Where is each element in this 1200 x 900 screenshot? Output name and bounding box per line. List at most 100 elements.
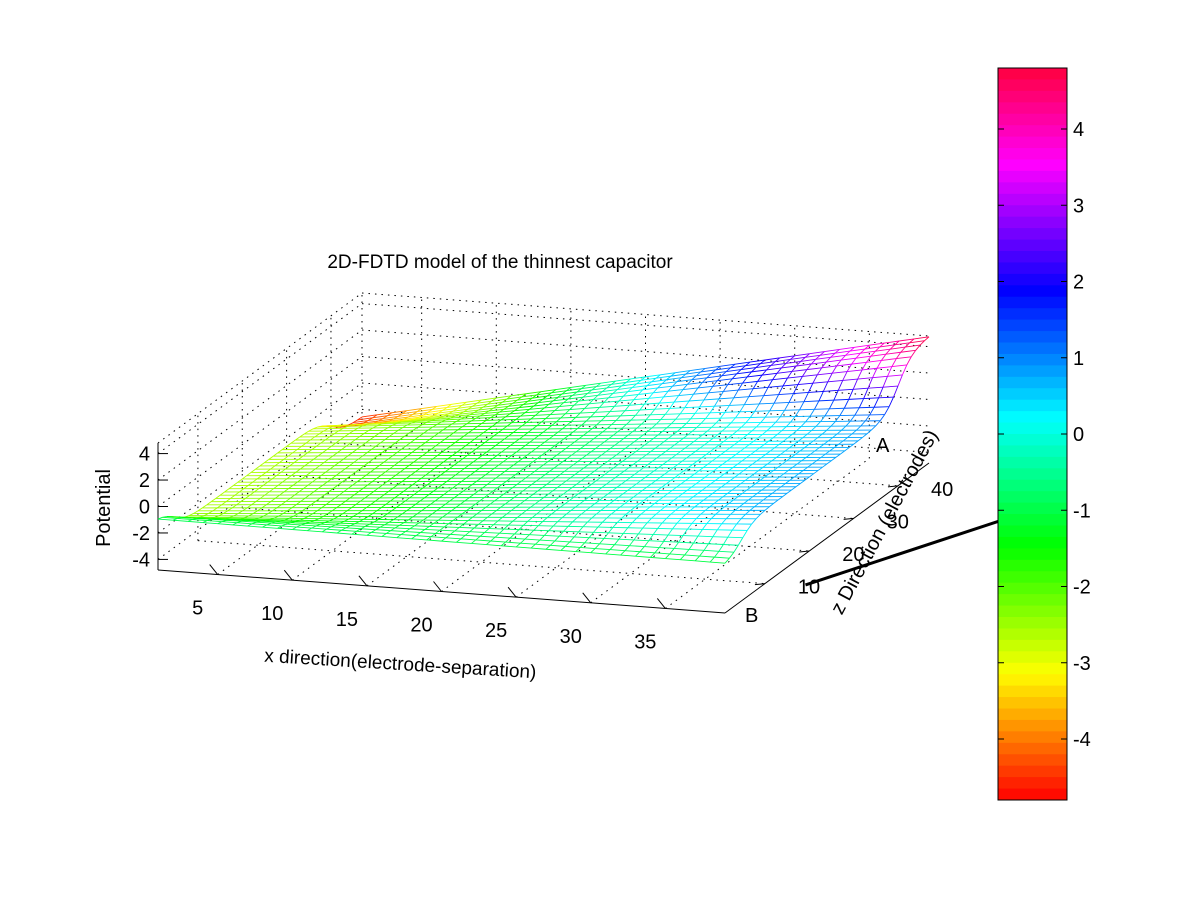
mesh-line [554, 441, 560, 446]
mesh-line [250, 519, 266, 521]
mesh-line [535, 539, 541, 545]
mesh-line [629, 441, 635, 446]
mesh-line [453, 408, 469, 412]
mesh-line [789, 444, 795, 449]
mesh-line [783, 470, 789, 475]
mesh-line [818, 399, 834, 402]
mesh-line [585, 416, 591, 422]
mesh-line [369, 491, 374, 496]
mesh-line [490, 414, 496, 418]
colorbar-band [998, 754, 1067, 767]
mesh-line [601, 483, 607, 488]
mesh-line [389, 432, 395, 437]
grid-line-z-back-wall [361, 303, 930, 348]
mesh-line [427, 513, 433, 518]
mesh-line [820, 352, 836, 356]
mesh-line [347, 452, 353, 457]
mesh-line [768, 470, 774, 475]
mesh-line [500, 503, 506, 508]
mesh-line [774, 444, 780, 449]
mesh-line [428, 458, 434, 463]
mesh-line [328, 487, 334, 492]
mesh-line [691, 483, 697, 488]
mesh-line [277, 481, 283, 486]
electrode-label-b: B [745, 605, 758, 627]
mesh-line [607, 457, 613, 462]
mesh-line [339, 436, 345, 441]
mesh-line [202, 520, 208, 523]
mesh-line [266, 524, 282, 527]
mesh-line [561, 513, 567, 519]
mesh-line [578, 396, 584, 402]
mesh-line [365, 523, 370, 527]
mesh-line [536, 392, 552, 396]
mesh-line [496, 506, 502, 511]
colorbar-tick-label: 2 [1073, 272, 1084, 294]
mesh-line [696, 422, 702, 428]
mesh-line [444, 435, 450, 440]
mesh-line [642, 431, 648, 436]
mesh-line [816, 367, 823, 376]
mesh-line [573, 400, 579, 406]
mesh-line [575, 416, 591, 418]
mesh-line [606, 513, 612, 519]
mesh-line [411, 535, 417, 540]
mesh-line [439, 529, 455, 532]
mesh-line [365, 439, 371, 444]
mesh-line [512, 400, 528, 404]
mesh-line [702, 523, 708, 530]
mesh-line [715, 367, 731, 371]
mesh-line [373, 487, 379, 492]
mesh-line [563, 526, 569, 532]
mesh-line [879, 414, 886, 422]
mesh-line [658, 396, 665, 404]
mesh-line [747, 430, 753, 435]
mesh-line [642, 486, 648, 491]
mesh-line [816, 457, 822, 462]
mesh-line [845, 352, 861, 356]
mesh-line [462, 423, 468, 428]
mesh-line [718, 544, 724, 552]
mesh-line [618, 399, 634, 402]
mesh-line [286, 442, 292, 447]
mesh-line [758, 395, 765, 405]
mesh-line [540, 506, 546, 511]
mesh-line [508, 432, 514, 437]
mesh-line [711, 422, 717, 428]
mesh-line [875, 348, 891, 352]
mesh-line [857, 369, 863, 380]
mesh-line [259, 462, 265, 467]
mesh-line [706, 375, 722, 379]
colorbar-band [998, 582, 1067, 595]
colorbar-band [998, 456, 1067, 469]
mesh-line [766, 426, 772, 432]
mesh-line [482, 484, 488, 489]
mesh-line [670, 510, 676, 515]
mesh-line [688, 542, 694, 550]
mesh-line [238, 510, 243, 514]
mesh-line [668, 389, 684, 392]
mesh-line [497, 401, 503, 406]
mesh-line [623, 532, 639, 535]
mesh-line [510, 474, 516, 479]
mesh-line [366, 504, 372, 508]
mesh-line [685, 370, 691, 375]
mesh-line [296, 524, 302, 528]
colorbar-tick-label: -2 [1073, 577, 1091, 599]
mesh-line [472, 402, 478, 407]
mesh-line [681, 513, 687, 519]
mesh-line [471, 417, 476, 422]
mesh-line [723, 389, 739, 392]
mesh-line [236, 501, 242, 506]
mesh-line [555, 474, 561, 479]
mesh-line [550, 410, 556, 415]
mesh-line [449, 464, 455, 469]
mesh-line [748, 496, 754, 501]
mesh-line [730, 363, 736, 369]
mesh-line [567, 395, 573, 400]
mesh-line [915, 344, 921, 351]
mesh-line [442, 426, 448, 431]
mesh-line [296, 501, 302, 505]
mesh-line [288, 484, 294, 489]
mesh-line [677, 427, 683, 432]
